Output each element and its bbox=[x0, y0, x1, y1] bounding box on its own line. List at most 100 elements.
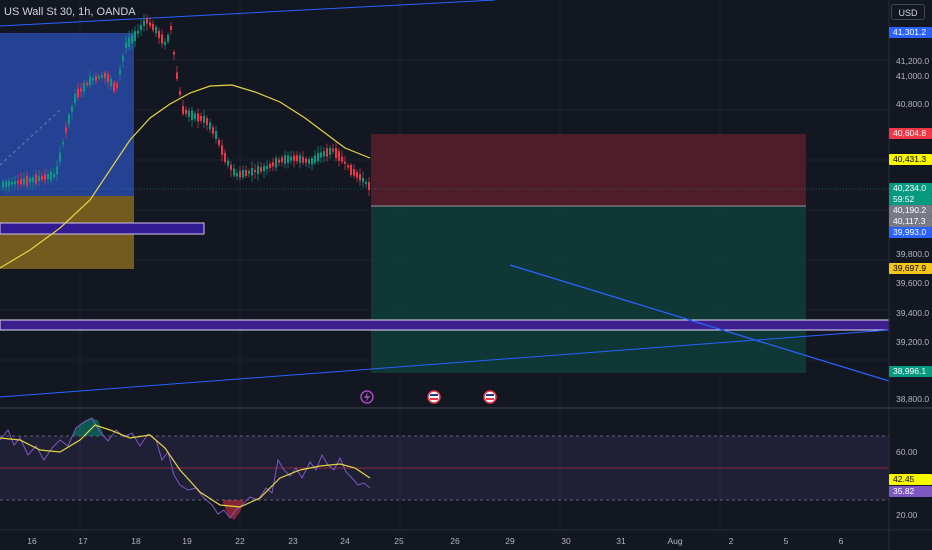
candle bbox=[329, 147, 331, 155]
stop-loss-zone[interactable] bbox=[371, 134, 806, 206]
candle bbox=[236, 173, 238, 177]
price-tick: 41,000.0 bbox=[896, 71, 930, 81]
candle bbox=[221, 145, 223, 155]
candle bbox=[74, 94, 76, 103]
candle bbox=[200, 115, 202, 121]
candle bbox=[194, 113, 196, 119]
candle bbox=[8, 181, 10, 187]
candle bbox=[26, 175, 28, 186]
candle bbox=[311, 158, 313, 165]
currency-button[interactable]: USD bbox=[891, 4, 925, 20]
candle bbox=[128, 37, 130, 47]
candle bbox=[101, 74, 103, 78]
time-label: 29 bbox=[505, 536, 515, 546]
candle bbox=[59, 152, 61, 162]
time-label: 18 bbox=[131, 536, 141, 546]
price-tag-level: 40,117.3 bbox=[889, 216, 932, 227]
us-flag-icon[interactable] bbox=[483, 390, 497, 404]
purple-zone-wide[interactable] bbox=[0, 319, 890, 331]
candle bbox=[32, 177, 34, 183]
candle bbox=[20, 178, 22, 185]
candle bbox=[113, 82, 115, 92]
blue-range-box[interactable] bbox=[0, 33, 134, 196]
rsi-tick: 60.00 bbox=[896, 447, 918, 457]
candle bbox=[326, 148, 328, 157]
bottom-trendline[interactable] bbox=[0, 329, 890, 398]
candle bbox=[266, 165, 268, 170]
time-label: 31 bbox=[616, 536, 626, 546]
candle bbox=[218, 139, 220, 146]
candle bbox=[281, 157, 283, 163]
lightning-icon[interactable] bbox=[360, 390, 374, 404]
price-tag-box: 39,697.9 bbox=[889, 263, 932, 274]
candle bbox=[14, 181, 16, 185]
candle bbox=[89, 76, 91, 86]
candle bbox=[257, 166, 259, 175]
candle bbox=[134, 31, 136, 41]
candle bbox=[80, 88, 82, 92]
price-tag-high: 41,301.2 bbox=[889, 27, 932, 38]
candle bbox=[278, 159, 280, 163]
projection-trendline[interactable] bbox=[509, 264, 890, 382]
candle bbox=[302, 157, 304, 163]
purple-zone-small[interactable] bbox=[0, 222, 205, 235]
moving-average-line bbox=[0, 84, 371, 269]
candle bbox=[179, 90, 181, 95]
candle bbox=[206, 118, 208, 125]
candle bbox=[188, 110, 190, 117]
candle bbox=[110, 78, 112, 87]
rsi-tick: 20.00 bbox=[896, 510, 918, 520]
time-label: 22 bbox=[235, 536, 245, 546]
candle bbox=[209, 122, 211, 130]
rsi-tag-signal: 42.45 bbox=[889, 474, 932, 485]
price-tag-stop: 40,604.8 bbox=[889, 128, 932, 139]
candle bbox=[356, 171, 358, 178]
candle bbox=[368, 181, 370, 191]
candle bbox=[191, 110, 193, 121]
us-flag-icon[interactable] bbox=[427, 390, 441, 404]
dashed-guide bbox=[0, 109, 61, 166]
rsi-line bbox=[0, 417, 371, 519]
candle bbox=[353, 169, 355, 176]
candle bbox=[164, 41, 166, 46]
candle bbox=[11, 181, 13, 185]
candle bbox=[71, 106, 73, 112]
candle bbox=[344, 161, 346, 164]
candle bbox=[332, 148, 334, 152]
candle bbox=[227, 160, 229, 166]
time-label: 26 bbox=[450, 536, 460, 546]
candle bbox=[242, 169, 244, 178]
candle bbox=[233, 168, 235, 176]
candle bbox=[2, 181, 4, 188]
candle bbox=[230, 165, 232, 170]
candle bbox=[305, 158, 307, 163]
candle bbox=[299, 155, 301, 163]
time-label: 16 bbox=[27, 536, 37, 546]
candle bbox=[86, 82, 88, 86]
candle bbox=[56, 166, 58, 175]
candle bbox=[173, 52, 175, 55]
candle bbox=[146, 18, 148, 24]
candle bbox=[314, 155, 316, 164]
symbol-title[interactable]: US Wall St 30, 1h, OANDA bbox=[4, 6, 136, 18]
candle bbox=[350, 165, 352, 175]
rsi-tag-value: 35.82 bbox=[889, 486, 932, 497]
candle bbox=[284, 155, 286, 164]
time-label: 24 bbox=[340, 536, 350, 546]
candle bbox=[272, 162, 274, 167]
candle bbox=[362, 177, 364, 183]
candle bbox=[224, 153, 226, 162]
candle bbox=[203, 115, 205, 123]
candle bbox=[83, 82, 85, 92]
top-trendline[interactable] bbox=[0, 0, 496, 27]
candle bbox=[293, 155, 295, 161]
candle bbox=[245, 170, 247, 176]
candle bbox=[263, 166, 265, 172]
time-label: 19 bbox=[182, 536, 192, 546]
candle bbox=[215, 131, 217, 139]
candle bbox=[122, 55, 124, 62]
price-tick: 40,800.0 bbox=[896, 99, 930, 109]
price-tag-ma: 40,431.3 bbox=[889, 154, 932, 165]
price-tick: 38,800.0 bbox=[896, 394, 930, 404]
